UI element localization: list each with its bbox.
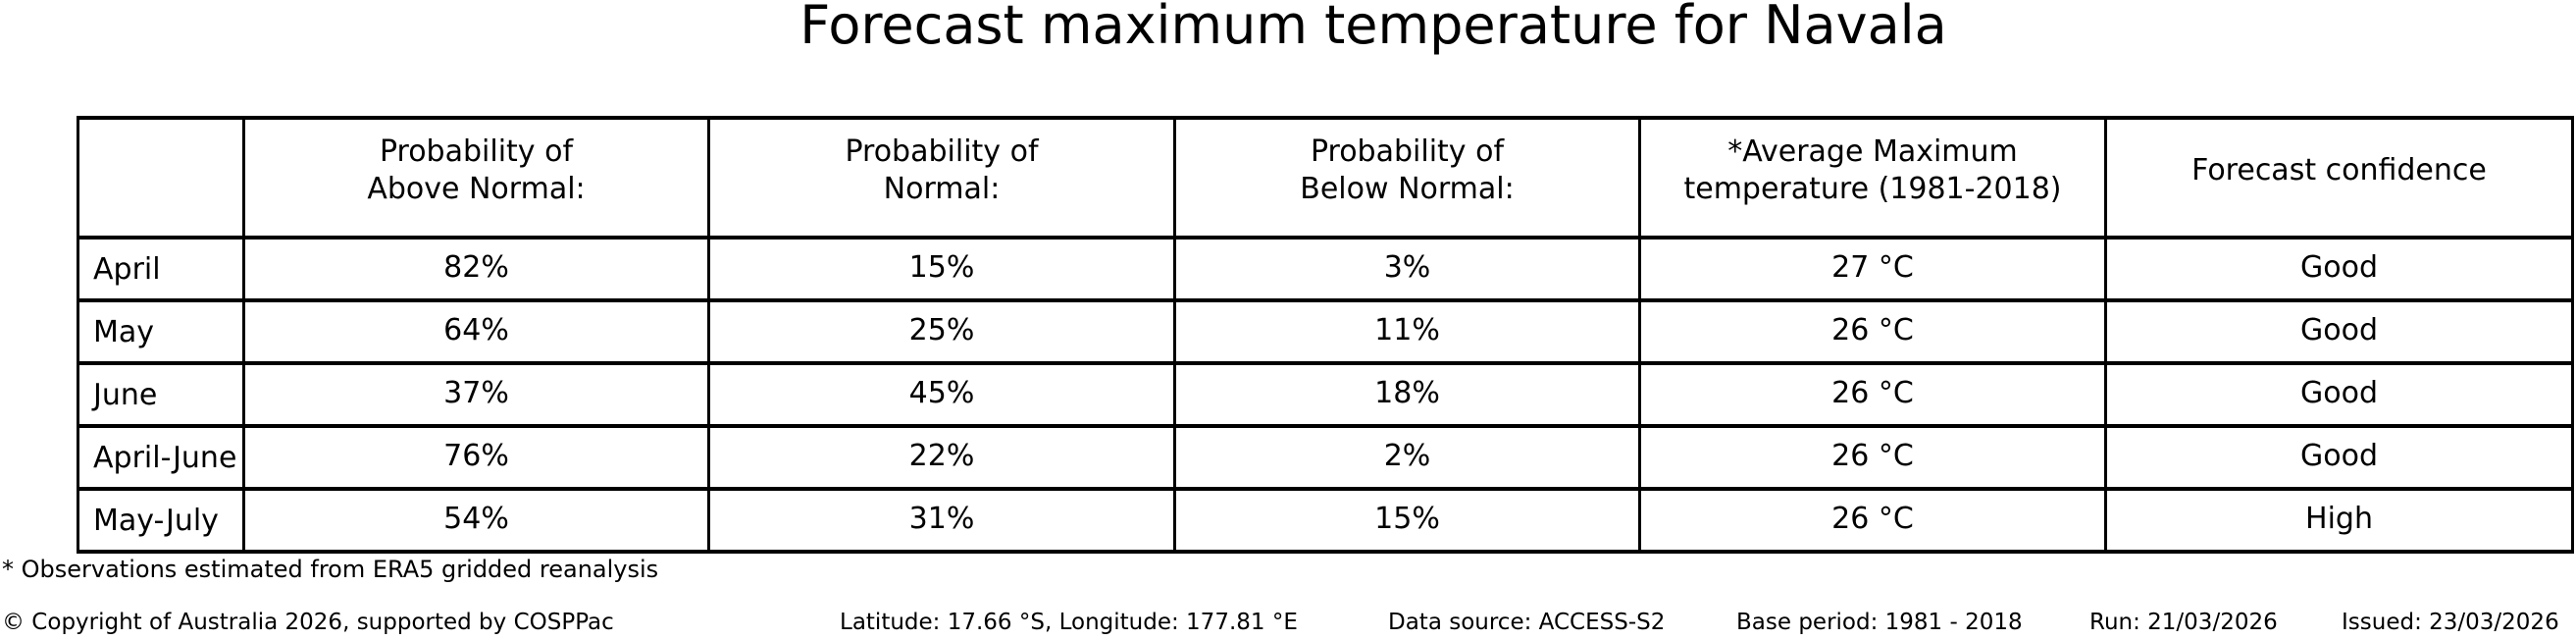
table-row-june: June 37% 45% 18% 26 °C Good bbox=[77, 361, 2574, 428]
footnote: * Observations estimated from ERA5 gridd… bbox=[2, 556, 659, 583]
header-row: Probability of Above Normal: Probability… bbox=[77, 116, 2574, 240]
table-cell: Good bbox=[2104, 298, 2574, 365]
footer-issued-date: Issued: 23/03/2026 bbox=[2342, 610, 2559, 635]
table-cell: High bbox=[2104, 487, 2574, 554]
table-cell: 15% bbox=[1173, 487, 1641, 554]
table-cell: 45% bbox=[707, 361, 1176, 428]
table-cell: 18% bbox=[1173, 361, 1641, 428]
table-cell: 82% bbox=[242, 236, 710, 302]
row-label-may: May bbox=[77, 298, 245, 365]
table-cell: 22% bbox=[707, 424, 1176, 491]
table-cell: 2% bbox=[1173, 424, 1641, 491]
footer-data-source: Data source: ACCESS-S2 bbox=[1388, 610, 1666, 635]
table-cell: 64% bbox=[242, 298, 710, 365]
table-cell: 76% bbox=[242, 424, 710, 491]
footer-base-period: Base period: 1981 - 2018 bbox=[1736, 610, 2023, 635]
col-header-forecast-confidence: Forecast confidence bbox=[2104, 116, 2574, 240]
forecast-table-container: Probability of Above Normal: Probability… bbox=[77, 116, 2574, 554]
table-cell: Good bbox=[2104, 361, 2574, 428]
table-cell: 31% bbox=[707, 487, 1176, 554]
table-cell: 26 °C bbox=[1638, 298, 2107, 365]
row-label-april: April bbox=[77, 236, 245, 302]
table-cell: 25% bbox=[707, 298, 1176, 365]
table-row-may-july: May-July 54% 31% 15% 26 °C High bbox=[77, 487, 2574, 554]
table-row-april: April 82% 15% 3% 27 °C Good bbox=[77, 236, 2574, 302]
forecast-table: Probability of Above Normal: Probability… bbox=[77, 116, 2574, 554]
footer-run-date: Run: 21/03/2026 bbox=[2089, 610, 2278, 635]
table-cell: 54% bbox=[242, 487, 710, 554]
table-cell: 3% bbox=[1173, 236, 1641, 302]
row-label-june: June bbox=[77, 361, 245, 428]
row-label-april-june: April-June bbox=[77, 424, 245, 491]
table-cell: 11% bbox=[1173, 298, 1641, 365]
row-label-may-july: May-July bbox=[77, 487, 245, 554]
col-header-normal: Probability of Normal: bbox=[707, 116, 1176, 240]
table-cell: 26 °C bbox=[1638, 361, 2107, 428]
table-cell: Good bbox=[2104, 236, 2574, 302]
table-cell: 26 °C bbox=[1638, 487, 2107, 554]
footer-copyright: © Copyright of Australia 2026, supported… bbox=[2, 610, 614, 635]
footer-location: Latitude: 17.66 °S, Longitude: 177.81 °E bbox=[840, 610, 1298, 635]
col-header-above-normal: Probability of Above Normal: bbox=[242, 116, 710, 240]
table-cell: 27 °C bbox=[1638, 236, 2107, 302]
page-title: Forecast maximum temperature for Navala bbox=[799, 0, 1947, 56]
corner-cell bbox=[77, 116, 245, 240]
table-cell: 37% bbox=[242, 361, 710, 428]
table-row-april-june: April-June 76% 22% 2% 26 °C Good bbox=[77, 424, 2574, 491]
table-cell: 26 °C bbox=[1638, 424, 2107, 491]
col-header-below-normal: Probability of Below Normal: bbox=[1173, 116, 1641, 240]
table-cell: Good bbox=[2104, 424, 2574, 491]
table-cell: 15% bbox=[707, 236, 1176, 302]
table-row-may: May 64% 25% 11% 26 °C Good bbox=[77, 298, 2574, 365]
col-header-avg-max-temp: *Average Maximum temperature (1981-2018) bbox=[1638, 116, 2107, 240]
